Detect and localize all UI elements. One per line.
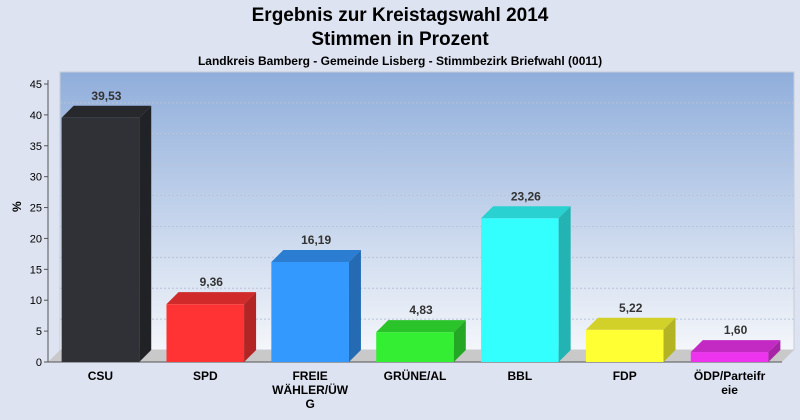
plot-background xyxy=(47,71,795,363)
value-label: 4,83 xyxy=(409,303,433,317)
y-axis-ticks: 0 5 10 15 20 25 30 35 40 45 xyxy=(30,79,48,369)
category-label: BBL xyxy=(508,369,533,383)
bar-top xyxy=(271,249,361,262)
chart-title-line-2: Stimmen in Prozent xyxy=(311,29,489,50)
value-label: 9,36 xyxy=(200,275,224,289)
bar xyxy=(481,218,559,362)
chart-subtitle: Landkreis Bamberg - Gemeinde Lisberg - S… xyxy=(197,54,603,68)
bar xyxy=(690,352,769,362)
category-label: FDP xyxy=(613,369,637,383)
bar-top xyxy=(376,320,466,333)
y-tick-label: 45 xyxy=(30,79,42,91)
category-label: SPD xyxy=(193,369,218,383)
y-tick-label: 15 xyxy=(30,264,42,276)
bar-top xyxy=(585,317,676,330)
bar-side xyxy=(244,292,257,362)
bar xyxy=(585,329,664,362)
bar-side xyxy=(348,249,361,362)
value-labels: 39,53 9,36 16,19 4,83 23,26 5,22 1,60 xyxy=(91,89,747,337)
value-label: 39,53 xyxy=(91,89,121,103)
y-tick-label: 20 xyxy=(30,233,42,245)
y-tick-label: 0 xyxy=(36,357,42,369)
bar-side xyxy=(558,206,571,362)
category-label: ÖDP/Parteifr eie xyxy=(694,368,766,397)
bar-top xyxy=(690,340,781,353)
value-label: 5,22 xyxy=(619,301,643,315)
x-axis-categories: CSU SPD FREIE WÄHLER/ÜW G GRÜNE/AL BBL FDP ÖDP/P… xyxy=(88,368,766,411)
bar xyxy=(61,117,140,362)
bar xyxy=(166,304,245,362)
value-label: 16,19 xyxy=(301,233,331,247)
y-tick-label: 35 xyxy=(30,141,42,153)
bar-top xyxy=(61,105,152,118)
bar xyxy=(271,261,349,362)
value-label: 1,60 xyxy=(724,323,748,337)
category-label: GRÜNE/AL xyxy=(384,368,447,383)
y-tick-label: 40 xyxy=(30,110,42,122)
bar-top xyxy=(481,206,571,219)
bars xyxy=(61,105,781,362)
category-label: FREIE WÄHLER/ÜW G xyxy=(272,369,349,411)
y-tick-label: 30 xyxy=(30,172,42,184)
y-tick-label: 10 xyxy=(30,295,42,307)
chart-title: Ergebnis zur Kreistagswahl 2014 Stimmen … xyxy=(0,4,800,52)
y-tick-label: 25 xyxy=(30,203,42,215)
y-tick-label: 5 xyxy=(36,326,42,338)
bar xyxy=(376,332,454,362)
bar-side xyxy=(768,340,781,362)
bar-side xyxy=(453,320,466,362)
value-label: 23,26 xyxy=(511,189,541,203)
bar-top xyxy=(166,292,257,305)
bar-side xyxy=(139,105,152,362)
category-label: CSU xyxy=(88,369,113,383)
bar-side xyxy=(663,317,676,362)
chart-title-line-1: Ergebnis zur Kreistagswahl 2014 xyxy=(251,5,549,26)
